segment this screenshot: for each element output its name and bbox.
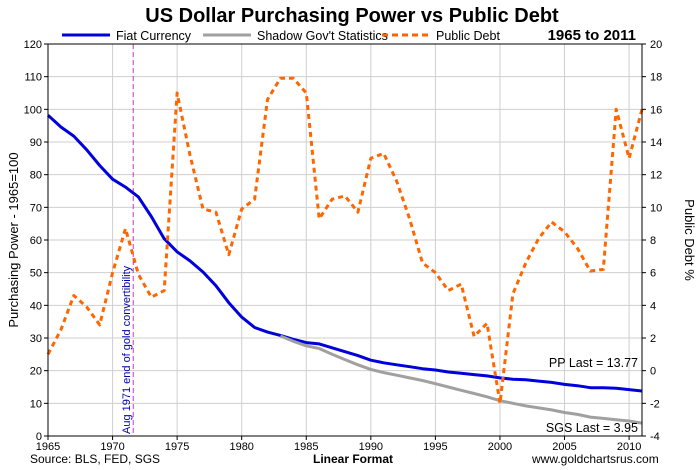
pp-last-label: PP Last = 13.77	[549, 356, 638, 370]
series-line-fiat-currency	[46, 114, 643, 393]
y-tick-label-right: 8	[650, 235, 656, 247]
y-tick-label-right: -2	[650, 398, 660, 410]
y-tick-label-right: 12	[650, 170, 662, 182]
y-tick-label-left: 90	[30, 137, 42, 149]
sgs-last-label: SGS Last = 3.95	[546, 421, 638, 435]
x-tick-label: 2010	[617, 441, 641, 453]
x-tick-label: 1985	[294, 441, 318, 453]
y-tick-label-left: 120	[24, 39, 42, 51]
y-tick-label-right: 18	[650, 72, 662, 84]
ticks: 0 10 20 30 40 50 60 70 80 90 100 110 120 -4 -2 0 2 4 6 8 10 1…	[24, 39, 663, 453]
legend: Fiat Currency Shadow Gov't Statistics Pu…	[62, 27, 636, 44]
y-tick-label-left: 70	[30, 202, 42, 214]
footer-website: www.goldchartsrus.com	[532, 452, 659, 466]
x-tick-label: 2005	[552, 441, 576, 453]
vline-label: Aug 1971 end of gold convertibility	[121, 265, 133, 434]
y-tick-label-right: 14	[650, 137, 662, 149]
x-tick-label: 1965	[36, 441, 60, 453]
legend-label-shadow: Shadow Gov't Statistics	[257, 29, 388, 43]
y-tick-label-right: -4	[650, 431, 660, 443]
series-layer	[46, 76, 644, 425]
y-tick-label-left: 110	[24, 72, 42, 84]
chart-title: US Dollar Purchasing Power vs Public Deb…	[145, 5, 559, 27]
x-tick-label: 1975	[165, 441, 189, 453]
footer-format: Linear Format	[313, 452, 394, 466]
x-tick-label: 2000	[488, 441, 512, 453]
y-axis-label-left: Purchasing Power - 1965=100	[6, 152, 21, 327]
y-tick-label-right: 16	[650, 104, 662, 116]
legend-label-debt: Public Debt	[436, 29, 500, 43]
y-tick-label-right: 10	[650, 202, 662, 214]
grid	[48, 44, 642, 436]
y-tick-label-left: 80	[30, 170, 42, 182]
y-tick-label-right: 20	[650, 39, 662, 51]
y-tick-label-left: 20	[30, 366, 42, 378]
series-line-shadow-stats	[279, 334, 643, 425]
series-line-public-debt	[46, 76, 644, 405]
x-tick-label: 1980	[229, 441, 253, 453]
legend-label-fiat: Fiat Currency	[116, 29, 192, 43]
y-tick-label-left: 0	[36, 431, 42, 443]
x-tick-label: 1970	[100, 441, 124, 453]
y-tick-label-right: 6	[650, 268, 656, 280]
y-tick-label-left: 30	[30, 333, 42, 345]
y-tick-label-left: 10	[30, 398, 42, 410]
footer-source: Source: BLS, FED, SGS	[30, 452, 161, 466]
y-tick-label-right: 4	[650, 300, 656, 312]
y-tick-label-left: 50	[30, 268, 42, 280]
y-tick-label-left: 40	[30, 300, 42, 312]
y-tick-label-left: 100	[24, 104, 42, 116]
y-tick-label-right: 0	[650, 366, 656, 378]
y-axis-label-right: Public Debt %	[682, 199, 697, 281]
y-tick-label-left: 60	[30, 235, 42, 247]
x-tick-label: 1995	[423, 441, 447, 453]
date-range: 1965 to 2011	[548, 27, 636, 44]
x-tick-label: 1990	[359, 441, 383, 453]
y-tick-label-right: 2	[650, 333, 656, 345]
